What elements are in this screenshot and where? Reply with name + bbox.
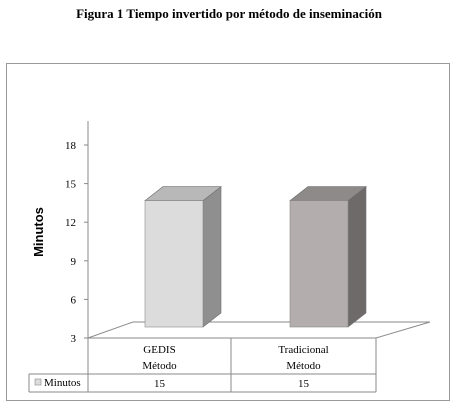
- data-table-value: 15: [298, 378, 310, 390]
- y-axis-title: Minutos: [31, 207, 46, 257]
- figure-title: Figura 1 Tiempo invertido por método de …: [76, 6, 382, 21]
- data-table-value: 15: [154, 378, 166, 390]
- y-tick-label: 3: [71, 333, 77, 345]
- chart-floor: [87, 321, 431, 339]
- bar-gedis: [144, 200, 204, 328]
- category-label: GEDIS: [143, 344, 175, 356]
- category-label: Tradicional: [278, 344, 328, 356]
- bar-tradicional: [289, 200, 349, 328]
- bar-side-gedis: [202, 185, 222, 328]
- legend-label: Minutos: [44, 377, 81, 389]
- bar-side-tradicional: [347, 185, 367, 328]
- category-axis-title: Método: [142, 360, 177, 372]
- category-axis-title: Método: [286, 360, 321, 372]
- y-tick-label: 18: [65, 140, 77, 152]
- y-tick-label: 12: [65, 217, 76, 229]
- legend-key: [34, 378, 42, 386]
- y-tick-label: 6: [71, 294, 77, 306]
- y-tick-label: 15: [65, 179, 77, 191]
- y-tick-label: 9: [71, 256, 77, 268]
